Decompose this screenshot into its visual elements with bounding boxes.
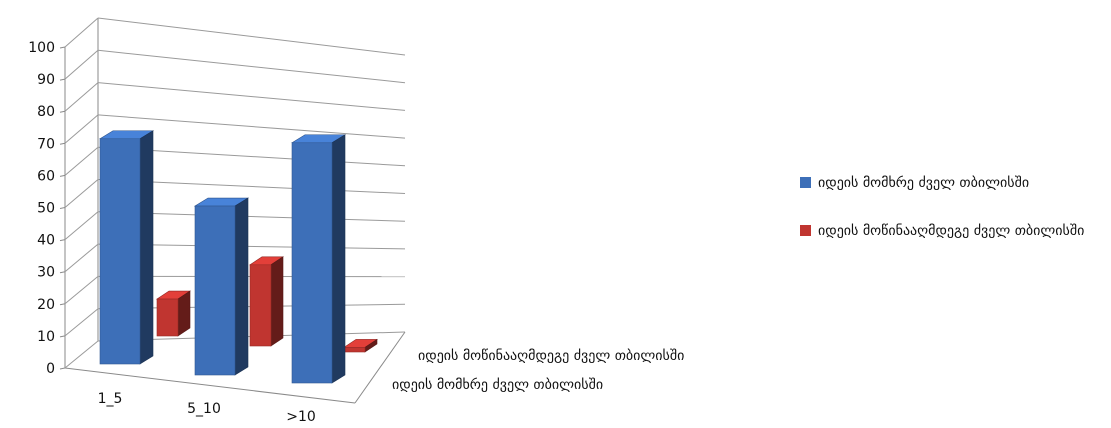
y-tick-mark: [60, 368, 65, 369]
y-tick-mark: [60, 111, 65, 112]
y-tick-mark: [60, 336, 65, 337]
x-tick-label: >10: [286, 409, 316, 424]
legend-entry-supporters: იდეის მომხრე ძველ თბილისში: [800, 172, 1100, 194]
bar-front-face: [157, 299, 178, 336]
y-tick-mark: [60, 208, 65, 209]
bar-front-face: [292, 143, 332, 383]
bar-supporters-1: [195, 198, 248, 375]
bar-side-face: [140, 131, 153, 364]
legend-label-supporters: იდეის მომხრე ძველ თბილისში: [818, 175, 1029, 191]
depth-axis-label: იდეის მოწინააღმდეგე ძველ თბილისში: [418, 348, 684, 364]
x-tick-label: 1_5: [98, 391, 123, 407]
y-tick-label: 80: [37, 104, 55, 120]
side-gridline: [65, 309, 98, 336]
depth-axis-label: იდეის მომხრე ძველ თბილისში: [392, 376, 603, 393]
y-tick-label: 50: [37, 201, 55, 217]
bar-front-face: [100, 139, 140, 364]
y-tick-label: 40: [37, 233, 55, 249]
side-gridline: [65, 115, 98, 143]
y-tick-label: 20: [37, 297, 55, 313]
y-tick-mark: [60, 175, 65, 176]
y-tick-label: 60: [37, 168, 55, 184]
legend-label-opponents: იდეის მოწინააღმდეგე ძველ თბილისში: [818, 223, 1084, 239]
side-gridline: [65, 276, 98, 303]
y-tick-mark: [60, 143, 65, 144]
bar-opponents-0: [157, 291, 190, 336]
side-gridline: [65, 341, 98, 368]
y-tick-mark: [60, 272, 65, 273]
y-tick-label: 0: [46, 361, 55, 377]
bar-front-face: [344, 347, 365, 352]
x-tick-label: 5_10: [187, 401, 221, 417]
side-gridline: [65, 50, 98, 79]
bar-side-face: [271, 257, 283, 346]
side-gridline: [65, 212, 98, 240]
legend: იდეის მომხრე ძველ თბილისში იდეის მოწინაა…: [800, 172, 1100, 268]
y-tick-label: 100: [28, 40, 55, 56]
y-tick-mark: [60, 47, 65, 48]
bar-supporters-0: [100, 131, 153, 364]
y-tick-mark: [60, 240, 65, 241]
y-tick-mark: [60, 79, 65, 80]
legend-swatch-supporters: [800, 177, 811, 188]
side-gridline: [65, 18, 98, 47]
bar-side-face: [235, 198, 248, 375]
side-gridline: [65, 180, 98, 208]
side-gridline: [65, 83, 98, 112]
side-gridline: [65, 147, 98, 175]
bar-opponents-1: [250, 257, 283, 346]
bar-supporters-2: [292, 135, 345, 383]
y-tick-label: 30: [37, 265, 55, 281]
y-tick-label: 90: [37, 72, 55, 88]
side-gridline: [65, 244, 98, 272]
bar-side-face: [332, 135, 345, 383]
legend-entry-opponents: იდეის მოწინააღმდეგე ძველ თბილისში: [800, 220, 1100, 242]
y-tick-label: 10: [37, 329, 55, 345]
y-tick-mark: [60, 304, 65, 305]
bar-front-face: [195, 206, 235, 375]
bar-side-face: [178, 291, 190, 336]
legend-swatch-opponents: [800, 225, 811, 236]
y-tick-label: 70: [37, 136, 55, 152]
bar-front-face: [250, 265, 271, 346]
bar-opponents-2: [344, 339, 377, 352]
